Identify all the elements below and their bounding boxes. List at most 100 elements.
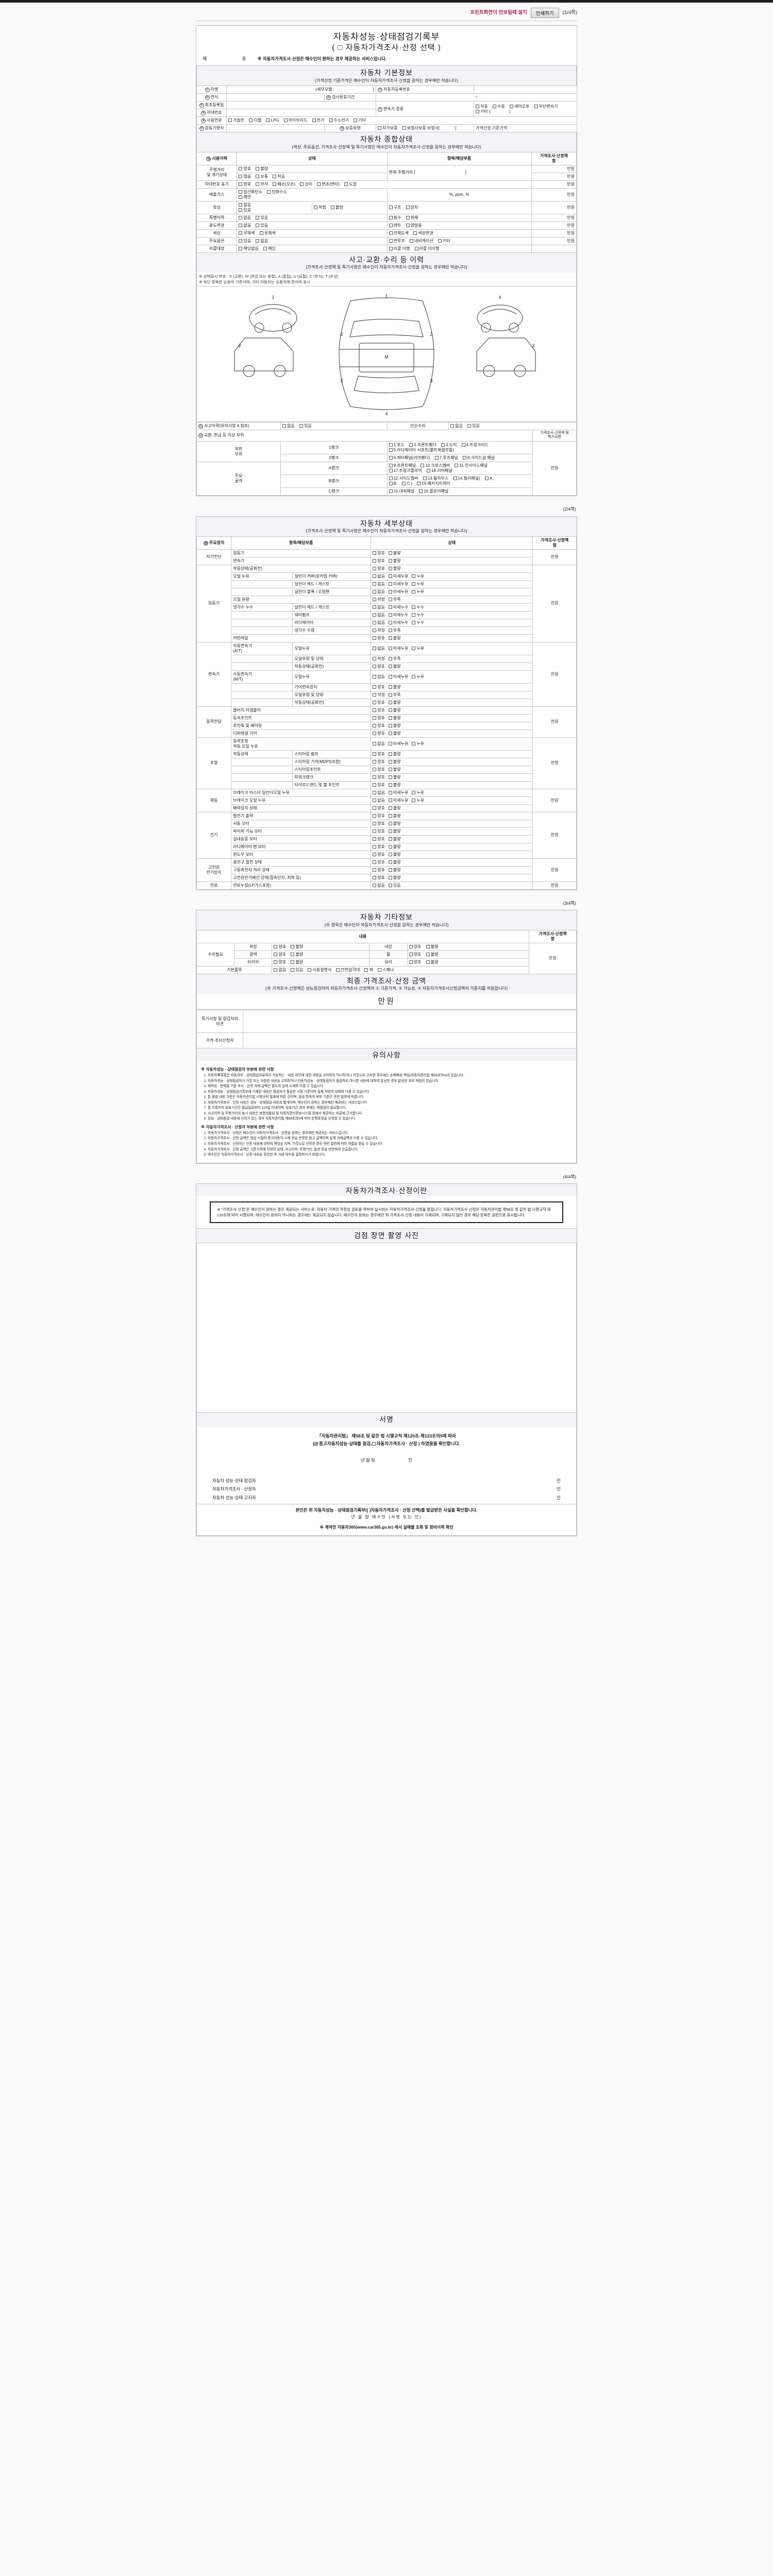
- opt-불량[interactable]: 불량: [388, 716, 401, 721]
- detail-state-options[interactable]: 양호 불량: [371, 721, 533, 730]
- detail-state-options[interactable]: 양호 불량: [371, 729, 533, 738]
- opt-양호[interactable]: 양호: [373, 723, 385, 728]
- opt-trans-2[interactable]: 세미오토: [509, 104, 529, 109]
- opt-불량[interactable]: 불량: [388, 636, 401, 641]
- opt-part-11[interactable]: 11.인사이드패널: [455, 463, 488, 468]
- detail-state-options[interactable]: 없음 미세누유 누유: [371, 788, 533, 797]
- print-button[interactable]: 인쇄하기: [530, 8, 559, 18]
- opt-trans-other[interactable]: 기타 ( ): [476, 109, 511, 114]
- opt-smoke[interactable]: 매연: [239, 195, 251, 200]
- opt-불량[interactable]: 불량: [388, 844, 401, 850]
- detail-price-cell[interactable]: 만원: [532, 788, 577, 812]
- opt-없음[interactable]: 없음: [373, 798, 385, 803]
- cell-trans-options[interactable]: 자동 수동 세미오토 무단변속기 기타 ( ): [474, 101, 578, 117]
- opt-양호[interactable]: 양호: [373, 868, 385, 873]
- opt-trans-3[interactable]: 무단변속기: [534, 104, 558, 109]
- opt-good[interactable]: 양호: [274, 952, 286, 957]
- etc-opts2-0[interactable]: 양호 불량: [407, 942, 529, 951]
- opt-부족[interactable]: 부족: [388, 656, 401, 662]
- opt-part-15[interactable]: 15.대쉬패널: [389, 489, 414, 494]
- opt-없음[interactable]: 없음: [373, 582, 385, 587]
- detail-state-options[interactable]: 없음 미세누수 누수: [371, 611, 533, 619]
- opt-적정[interactable]: 적정: [373, 692, 385, 698]
- opt-tuning-none[interactable]: 없음: [239, 202, 251, 208]
- cell-price[interactable]: 만원: [531, 164, 577, 173]
- opt-none[interactable]: 없음: [239, 223, 251, 228]
- opt-없음[interactable]: 없음: [373, 620, 385, 625]
- opt-part-12[interactable]: 12.사이드멤버: [389, 476, 418, 481]
- cell-first-reg-value[interactable]: [226, 101, 377, 109]
- opt-누유[interactable]: 누유: [412, 674, 424, 680]
- detail-price-cell[interactable]: 만원: [532, 881, 577, 890]
- final-row1-value[interactable]: [243, 1010, 577, 1033]
- opt-good[interactable]: 양호: [274, 944, 286, 950]
- row-usechange-item[interactable]: 렌트 영업용: [386, 221, 532, 230]
- cell-accident-opts[interactable]: 없음 있음: [280, 421, 388, 430]
- cell-price[interactable]: 만원: [531, 180, 577, 189]
- opt-불량[interactable]: 불량: [388, 821, 401, 826]
- row-emission-state[interactable]: 일산화탄소 탄화수소 매연: [237, 188, 388, 201]
- opt-누유[interactable]: 누유: [412, 741, 424, 747]
- rank-items-b[interactable]: 12.사이드멤버 13.휠하우스 14.필러패널( A, B, C ) 19.패…: [386, 474, 533, 488]
- opt-양호[interactable]: 양호: [373, 775, 385, 780]
- opt-있음[interactable]: 있음: [388, 883, 401, 888]
- signature-footer-2[interactable]: 년 월 일 매수인 (서명 또는 인): [351, 1514, 422, 1519]
- detail-state-options[interactable]: 적정 부족: [371, 595, 533, 604]
- opt-미세누유[interactable]: 미세누유: [388, 574, 408, 579]
- opt-불량[interactable]: 불량: [388, 708, 401, 713]
- checkbox-checked-icon[interactable]: [314, 1440, 318, 1447]
- cell-fuel-options[interactable]: 가솔린 디젤 LPG 하이브리드 전기 수소전기 기타: [226, 116, 578, 125]
- opt-part-19[interactable]: 19.패키지트레이: [417, 481, 450, 486]
- row-recall-state[interactable]: 해당없음 해당: [237, 244, 388, 253]
- opt-적정[interactable]: 적정: [373, 656, 385, 662]
- opt-part-5[interactable]: 5.라디에이터 서포트(볼트체결부품): [389, 448, 454, 453]
- opt-trans-0[interactable]: 자동: [476, 104, 488, 109]
- opt-vin-0[interactable]: 양호: [239, 182, 251, 187]
- opt-양호[interactable]: 양호: [373, 852, 385, 857]
- opt-불량[interactable]: 불량: [388, 723, 401, 728]
- opt-yes[interactable]: 있음: [299, 423, 312, 429]
- detail-price-cell[interactable]: 만원: [532, 706, 577, 738]
- opt-trans-1[interactable]: 수동: [492, 104, 505, 109]
- final-amount[interactable]: 만원: [196, 993, 577, 1010]
- etc-opts-0[interactable]: 양호 불량: [272, 942, 370, 951]
- opt-누유[interactable]: 누유: [412, 574, 424, 579]
- opt-part-17[interactable]: 17.트렁크플로어: [389, 468, 422, 473]
- detail-state-options[interactable]: 양호 불량: [371, 765, 533, 774]
- opt-누수[interactable]: 누수: [412, 620, 424, 625]
- opt-불량[interactable]: 불량: [388, 700, 401, 705]
- rank-items-2[interactable]: 6.쿼터패널(리어휀다) 7.루프패널 8.사이드실 패널: [386, 454, 533, 463]
- opt-yes[interactable]: 있음: [256, 223, 268, 228]
- opt-양호[interactable]: 양호: [373, 844, 385, 850]
- cell-price[interactable]: 만원: [531, 229, 577, 238]
- opt-achromatic[interactable]: 무채색: [239, 231, 255, 236]
- opt-vin-1[interactable]: 부식: [256, 182, 268, 187]
- opt-불량[interactable]: 불량: [388, 860, 401, 865]
- opt-few[interactable]: 적음: [273, 174, 285, 179]
- opt-pillar-b[interactable]: B,: [389, 481, 397, 486]
- detail-state-options[interactable]: 없음 미세누수 누수: [371, 618, 533, 627]
- rank-items-a[interactable]: 9.프론트패널 10.크로스멤버 11.인사이드패널 17.트렁크플로어 18.…: [386, 462, 533, 476]
- cell-warranty-options[interactable]: 자가보증 보험사보증 보험사[ ]: [376, 124, 475, 132]
- opt-없음[interactable]: 없음: [373, 646, 385, 651]
- opt-없음[interactable]: 없음: [373, 589, 385, 595]
- opt-불량[interactable]: 불량: [388, 875, 401, 880]
- opt-양호[interactable]: 양호: [373, 708, 385, 713]
- row-special-state[interactable]: 없음 있음: [237, 213, 388, 222]
- opt-누유[interactable]: 누유: [412, 589, 424, 595]
- opt-tuning-yes[interactable]: 있음: [239, 208, 251, 213]
- row-emission-item[interactable]: %, ppm, %: [386, 188, 532, 201]
- opt-미세누유[interactable]: 미세누유: [388, 798, 408, 803]
- opt-part-13[interactable]: 13.휠하우스: [423, 476, 448, 481]
- opt-sunroof[interactable]: 썬루프: [389, 239, 405, 244]
- opt-jack[interactable]: 잭: [364, 968, 373, 973]
- detail-price-cell[interactable]: 만원: [532, 811, 577, 859]
- opt-불량[interactable]: 불량: [388, 558, 401, 564]
- opt-recall-not-done[interactable]: 리콜 미이행: [414, 246, 440, 251]
- opt-양호[interactable]: 양호: [373, 821, 385, 826]
- detail-price-cell[interactable]: 만원: [532, 858, 577, 882]
- opt-part-3[interactable]: 3.도어: [441, 443, 457, 448]
- detail-state-options[interactable]: 양호 불량: [371, 827, 533, 836]
- opt-manual[interactable]: 사용설명서: [308, 968, 331, 973]
- opt-good[interactable]: 양호: [274, 960, 286, 965]
